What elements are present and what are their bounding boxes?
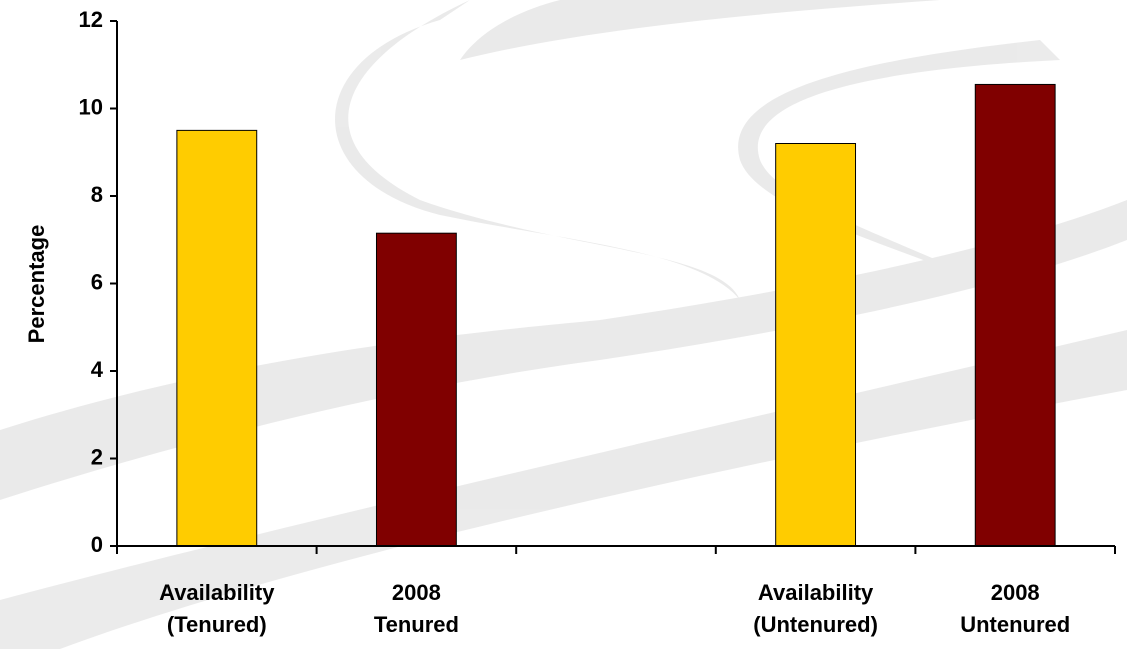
x-tick-label: (Untenured)	[753, 612, 878, 637]
x-tick-label: Availability	[758, 580, 874, 605]
x-tick-label: Untenured	[960, 612, 1070, 637]
y-tick-label: 4	[91, 357, 104, 382]
x-tick-label: Tenured	[374, 612, 459, 637]
bar	[375, 232, 457, 547]
bar	[176, 129, 258, 547]
y-tick-label: 8	[91, 182, 103, 207]
y-tick-label: 2	[91, 444, 103, 469]
y-tick-label: 12	[79, 7, 103, 32]
y-axis-title: Percentage	[24, 225, 49, 344]
bar	[974, 83, 1056, 547]
y-tick-label: 0	[91, 532, 103, 557]
x-tick-label: (Tenured)	[167, 612, 267, 637]
x-tick-label: 2008	[991, 580, 1040, 605]
x-tick-label: 2008	[392, 580, 441, 605]
bar	[775, 143, 857, 547]
y-tick-label: 6	[91, 269, 103, 294]
y-tick-label: 10	[79, 94, 103, 119]
x-tick-label: Availability	[159, 580, 275, 605]
